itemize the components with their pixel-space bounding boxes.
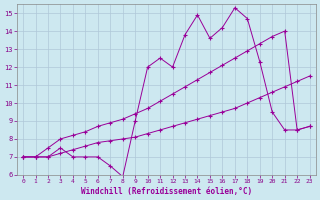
X-axis label: Windchill (Refroidissement éolien,°C): Windchill (Refroidissement éolien,°C) xyxy=(81,187,252,196)
